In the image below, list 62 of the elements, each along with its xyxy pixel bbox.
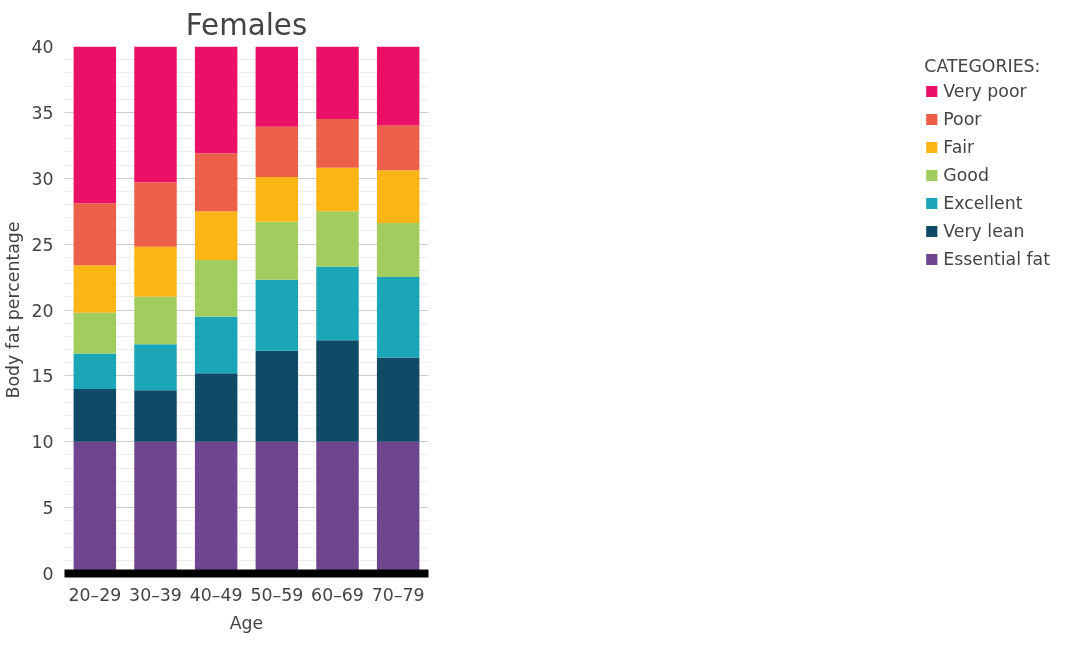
bar — [194, 46, 238, 154]
bar — [316, 46, 359, 119]
y-tick-label: 5 — [42, 498, 54, 519]
bar — [255, 350, 299, 442]
x-tick-label: 70–79 — [371, 584, 425, 605]
x-tick-label: 60–69 — [311, 584, 364, 605]
bar — [255, 126, 299, 177]
bar — [255, 176, 299, 222]
x-axis-title: Age — [229, 612, 264, 633]
bar — [73, 353, 117, 390]
y-tick-label: 30 — [31, 168, 54, 189]
bar — [255, 46, 299, 127]
bar — [376, 46, 420, 126]
legend-label: Fair — [943, 137, 975, 157]
y-axis-title: Body fat percentage — [3, 221, 24, 399]
legend-label: Poor — [943, 109, 982, 129]
bar — [134, 390, 177, 442]
bar — [316, 118, 359, 168]
bar — [316, 340, 359, 442]
chart-title: Females — [185, 7, 308, 42]
x-tick-label: 40–49 — [189, 584, 243, 605]
legend-label: Very poor — [943, 81, 1027, 101]
x-tick-label: 50–59 — [250, 584, 304, 605]
bar — [376, 357, 420, 442]
bar — [376, 277, 420, 358]
legend-label: Essential fat — [943, 249, 1050, 269]
legend-title: CATEGORIES: — [924, 56, 1042, 76]
bar — [316, 266, 359, 341]
bar — [134, 46, 177, 183]
y-tick-label: 10 — [31, 432, 54, 453]
y-tick-label: 25 — [31, 234, 54, 255]
bar — [255, 221, 299, 280]
y-tick-label: 40 — [31, 37, 54, 57]
legend-label: Very lean — [943, 221, 1025, 241]
bar — [134, 296, 177, 345]
bar — [316, 211, 359, 267]
bar — [376, 125, 420, 171]
bar — [194, 211, 238, 260]
bar — [376, 170, 420, 224]
bar — [134, 246, 177, 297]
bar — [316, 167, 359, 212]
y-tick-label: 20 — [31, 300, 54, 321]
bar — [73, 389, 117, 442]
bar — [255, 279, 299, 351]
x-tick-label: 20–29 — [68, 584, 122, 605]
bar — [134, 182, 177, 247]
legend-label: Excellent — [943, 193, 1023, 213]
x-tick-label: 30–39 — [129, 584, 182, 605]
bar — [73, 203, 117, 266]
bar — [73, 46, 117, 204]
bar — [194, 259, 238, 317]
y-tick-label: 0 — [42, 564, 54, 584]
bar — [194, 153, 238, 212]
bar — [194, 316, 238, 374]
bar — [73, 312, 117, 354]
bar — [194, 373, 238, 442]
y-tick-label: 15 — [31, 366, 54, 387]
bar — [134, 344, 177, 391]
legend-label: Good — [943, 165, 989, 185]
bar — [376, 223, 420, 278]
y-tick-label: 35 — [31, 102, 54, 123]
bar — [73, 265, 117, 313]
